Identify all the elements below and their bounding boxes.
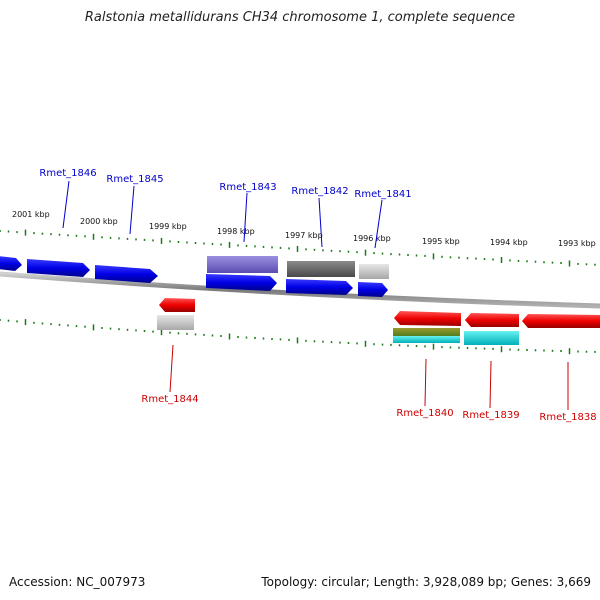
accession-text: Accession: NC_007973 [9, 575, 146, 589]
scale-label-1996: 1996 kbp [353, 234, 391, 243]
callout-line-rmet-1840 [424, 358, 427, 407]
gene-arrow-rmet-1845[interactable] [95, 265, 158, 283]
gene-label-rmet-1838[interactable]: Rmet_1838 [539, 412, 596, 423]
scale-label-2001: 2001 kbp [12, 210, 50, 219]
scale-label-1995: 1995 kbp [422, 237, 460, 246]
callout-line-rmet-1842 [318, 197, 323, 248]
callout-line-rmet-1845 [129, 185, 135, 235]
feature-cyan-block-1840[interactable] [393, 336, 460, 343]
callout-lines-top [62, 180, 383, 249]
gene-arrow-left-edge[interactable] [0, 256, 22, 271]
scale-label-1997: 1997 kbp [285, 231, 323, 240]
gene-label-rmet-1844[interactable]: Rmet_1844 [141, 394, 198, 405]
genome-summary-text: Topology: circular; Length: 3,928,089 bp… [261, 575, 591, 589]
gene-label-rmet-1846[interactable]: Rmet_1846 [39, 168, 96, 179]
gene-labels-bottom: Rmet_1844 Rmet_1840 Rmet_1839 Rmet_1838 [141, 394, 596, 423]
callout-line-rmet-1846 [62, 180, 70, 229]
gene-label-rmet-1841[interactable]: Rmet_1841 [354, 189, 411, 200]
gene-arrow-rmet-1841[interactable] [358, 282, 388, 297]
feature-purple-block[interactable] [207, 256, 278, 273]
callout-lines-bottom [169, 344, 569, 410]
reverse-strand-features [157, 298, 600, 345]
gene-arrow-rmet-1843[interactable] [206, 274, 277, 291]
map-title: Ralstonia metallidurans CH34 chromosome … [84, 10, 516, 25]
scale-label-1993: 1993 kbp [558, 239, 596, 248]
gene-label-rmet-1842[interactable]: Rmet_1842 [291, 186, 348, 197]
feature-light-grey-block[interactable] [359, 264, 389, 279]
gene-arrow-rmet-1844[interactable] [159, 298, 195, 312]
feature-grey-block-1844[interactable] [157, 315, 194, 330]
feature-olive-block[interactable] [393, 328, 460, 337]
gene-label-rmet-1839[interactable]: Rmet_1839 [462, 410, 519, 421]
scale-ticks-top [0, 229, 596, 267]
gene-arrow-rmet-1838[interactable] [522, 314, 600, 328]
scale-label-2000: 2000 kbp [80, 217, 118, 226]
callout-line-rmet-1844 [169, 344, 174, 393]
scale-label-1999: 1999 kbp [149, 222, 187, 231]
callout-line-rmet-1841 [374, 199, 383, 249]
scale-label-1998: 1998 kbp [217, 227, 255, 236]
gene-arrow-rmet-1846[interactable] [27, 259, 90, 277]
scale-label-1994: 1994 kbp [490, 238, 528, 247]
scale-labels: 2001 kbp 2000 kbp 1999 kbp 1998 kbp 1997… [12, 210, 596, 248]
scale-ticks-bottom [0, 319, 596, 355]
forward-strand-features [0, 256, 389, 297]
gene-arrow-rmet-1839[interactable] [465, 313, 519, 327]
feature-dark-grey-block[interactable] [287, 261, 355, 277]
gene-labels-top: Rmet_1846 Rmet_1845 Rmet_1843 Rmet_1842 … [39, 168, 411, 200]
gene-label-rmet-1840[interactable]: Rmet_1840 [396, 408, 453, 419]
gene-label-rmet-1843[interactable]: Rmet_1843 [219, 182, 276, 193]
callout-line-rmet-1839 [489, 360, 492, 409]
gene-arrow-rmet-1842[interactable] [286, 279, 353, 295]
gene-arrow-rmet-1840[interactable] [394, 311, 461, 326]
chromosome-backbone [0, 271, 600, 309]
gene-label-rmet-1845[interactable]: Rmet_1845 [106, 174, 163, 185]
callout-line-rmet-1843 [243, 192, 248, 243]
feature-cyan-block-1839[interactable] [464, 331, 519, 345]
